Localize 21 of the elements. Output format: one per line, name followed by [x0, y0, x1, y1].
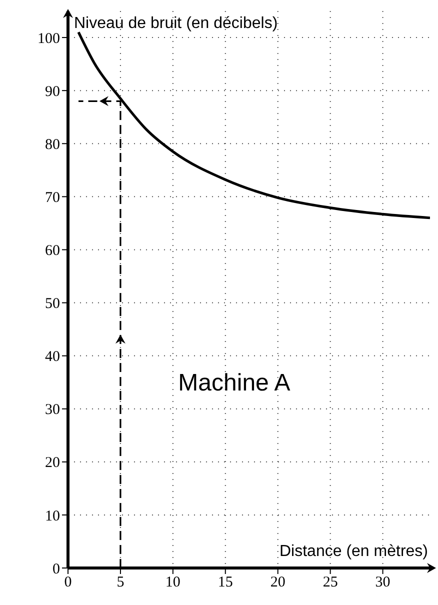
y-tick-label: 40 — [45, 349, 60, 366]
x-axis-title: Distance (en mètres) — [280, 543, 428, 560]
x-tick-label: 15 — [218, 574, 233, 591]
y-axis-title: Niveau de bruit (en décibels) — [74, 15, 278, 32]
y-tick-label: 30 — [45, 402, 60, 418]
y-tick-label: 100 — [38, 30, 60, 47]
y-tick-label: 70 — [45, 190, 60, 206]
y-tick-label: 50 — [45, 296, 60, 312]
y-tick-label: 0 — [52, 561, 60, 578]
y-tick-label: 10 — [45, 508, 60, 524]
x-tick-label: 25 — [322, 574, 338, 591]
x-tick-label: 0 — [64, 574, 72, 591]
x-tick-label: 20 — [270, 574, 286, 591]
x-tick-label: 10 — [165, 574, 180, 591]
x-tick-label: 5 — [116, 574, 124, 591]
y-tick-label: 20 — [45, 455, 60, 472]
y-tick-label: 80 — [45, 136, 60, 153]
annotation: Machine A — [178, 369, 290, 396]
y-tick-label: 60 — [45, 243, 60, 260]
y-tick-label: 90 — [45, 84, 60, 100]
x-tick-label: 30 — [375, 574, 390, 591]
